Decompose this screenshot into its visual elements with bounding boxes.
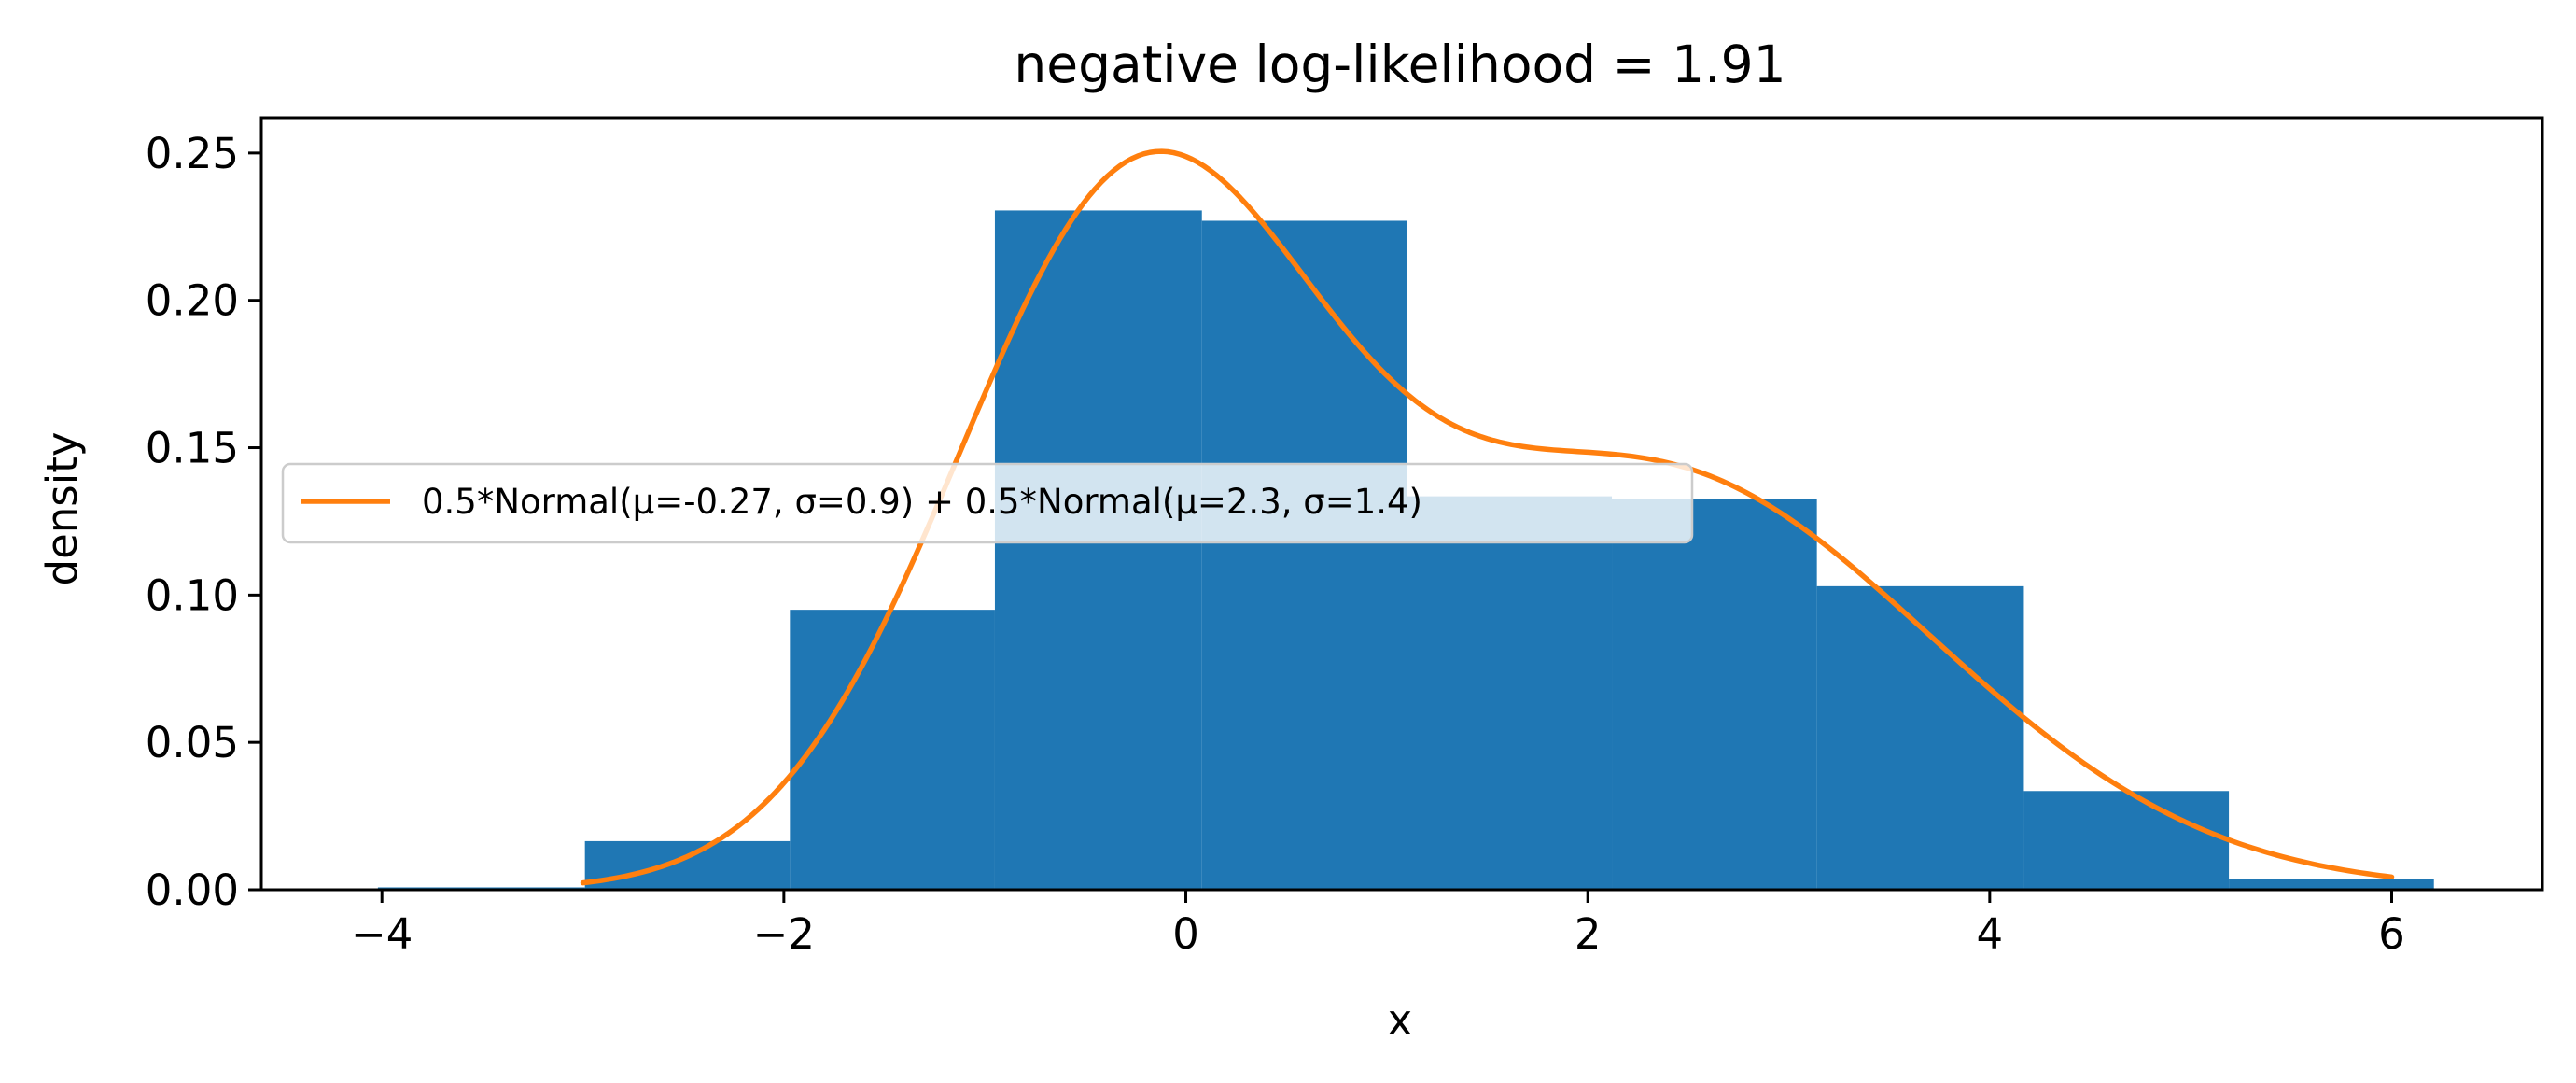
y-tick-label-3: 0.15 <box>146 424 239 473</box>
mixture-density-curve <box>580 148 2395 886</box>
x-axis-ticks: −4 −2 0 2 4 6 <box>351 890 2405 959</box>
histogram-bar-3 <box>994 210 1202 890</box>
x-tick-label-3: 2 <box>1575 909 1602 959</box>
y-tick-label-1: 0.05 <box>146 718 239 767</box>
histogram-bar-4 <box>1201 220 1407 890</box>
x-tick-label-0: −4 <box>351 909 413 959</box>
legend: 0.5*Normal(μ=-0.27, σ=0.9) + 0.5*Normal(… <box>281 462 1694 544</box>
y-tick-label-2: 0.10 <box>146 570 239 620</box>
legend-box <box>281 462 1694 544</box>
histogram-bar-8 <box>2023 791 2230 890</box>
histogram-bar-1 <box>584 840 791 890</box>
histogram-bars <box>377 210 2434 890</box>
plot-area: −4 −2 0 2 4 6 0.00 0.05 0.10 0.15 0.20 0.25 <box>146 116 2544 959</box>
x-tick-label-4: 4 <box>1977 909 2004 959</box>
y-tick-label-0: 0.00 <box>146 865 239 915</box>
histogram-bar-5 <box>1407 496 1613 890</box>
x-tick-label-5: 6 <box>2378 909 2405 959</box>
x-axis-label: x <box>1388 995 1413 1045</box>
x-tick-label-2: 0 <box>1172 909 1199 959</box>
y-tick-label-5: 0.25 <box>146 129 239 178</box>
histogram-bar-2 <box>790 610 995 890</box>
x-tick-label-1: −2 <box>753 909 815 959</box>
histogram-bar-6 <box>1612 499 1817 890</box>
legend-label: 0.5*Normal(μ=-0.27, σ=0.9) + 0.5*Normal(… <box>422 482 1422 522</box>
y-axis-ticks: 0.00 0.05 0.10 0.15 0.20 0.25 <box>146 129 261 915</box>
histogram-bar-7 <box>1816 585 2024 890</box>
y-tick-label-4: 0.20 <box>146 276 239 326</box>
axes-frame <box>259 116 2544 892</box>
histogram-bar-9 <box>2229 879 2434 890</box>
chart-title: negative log-likelihood = 1.91 <box>1014 35 1785 94</box>
y-axis-label: density <box>37 432 87 586</box>
